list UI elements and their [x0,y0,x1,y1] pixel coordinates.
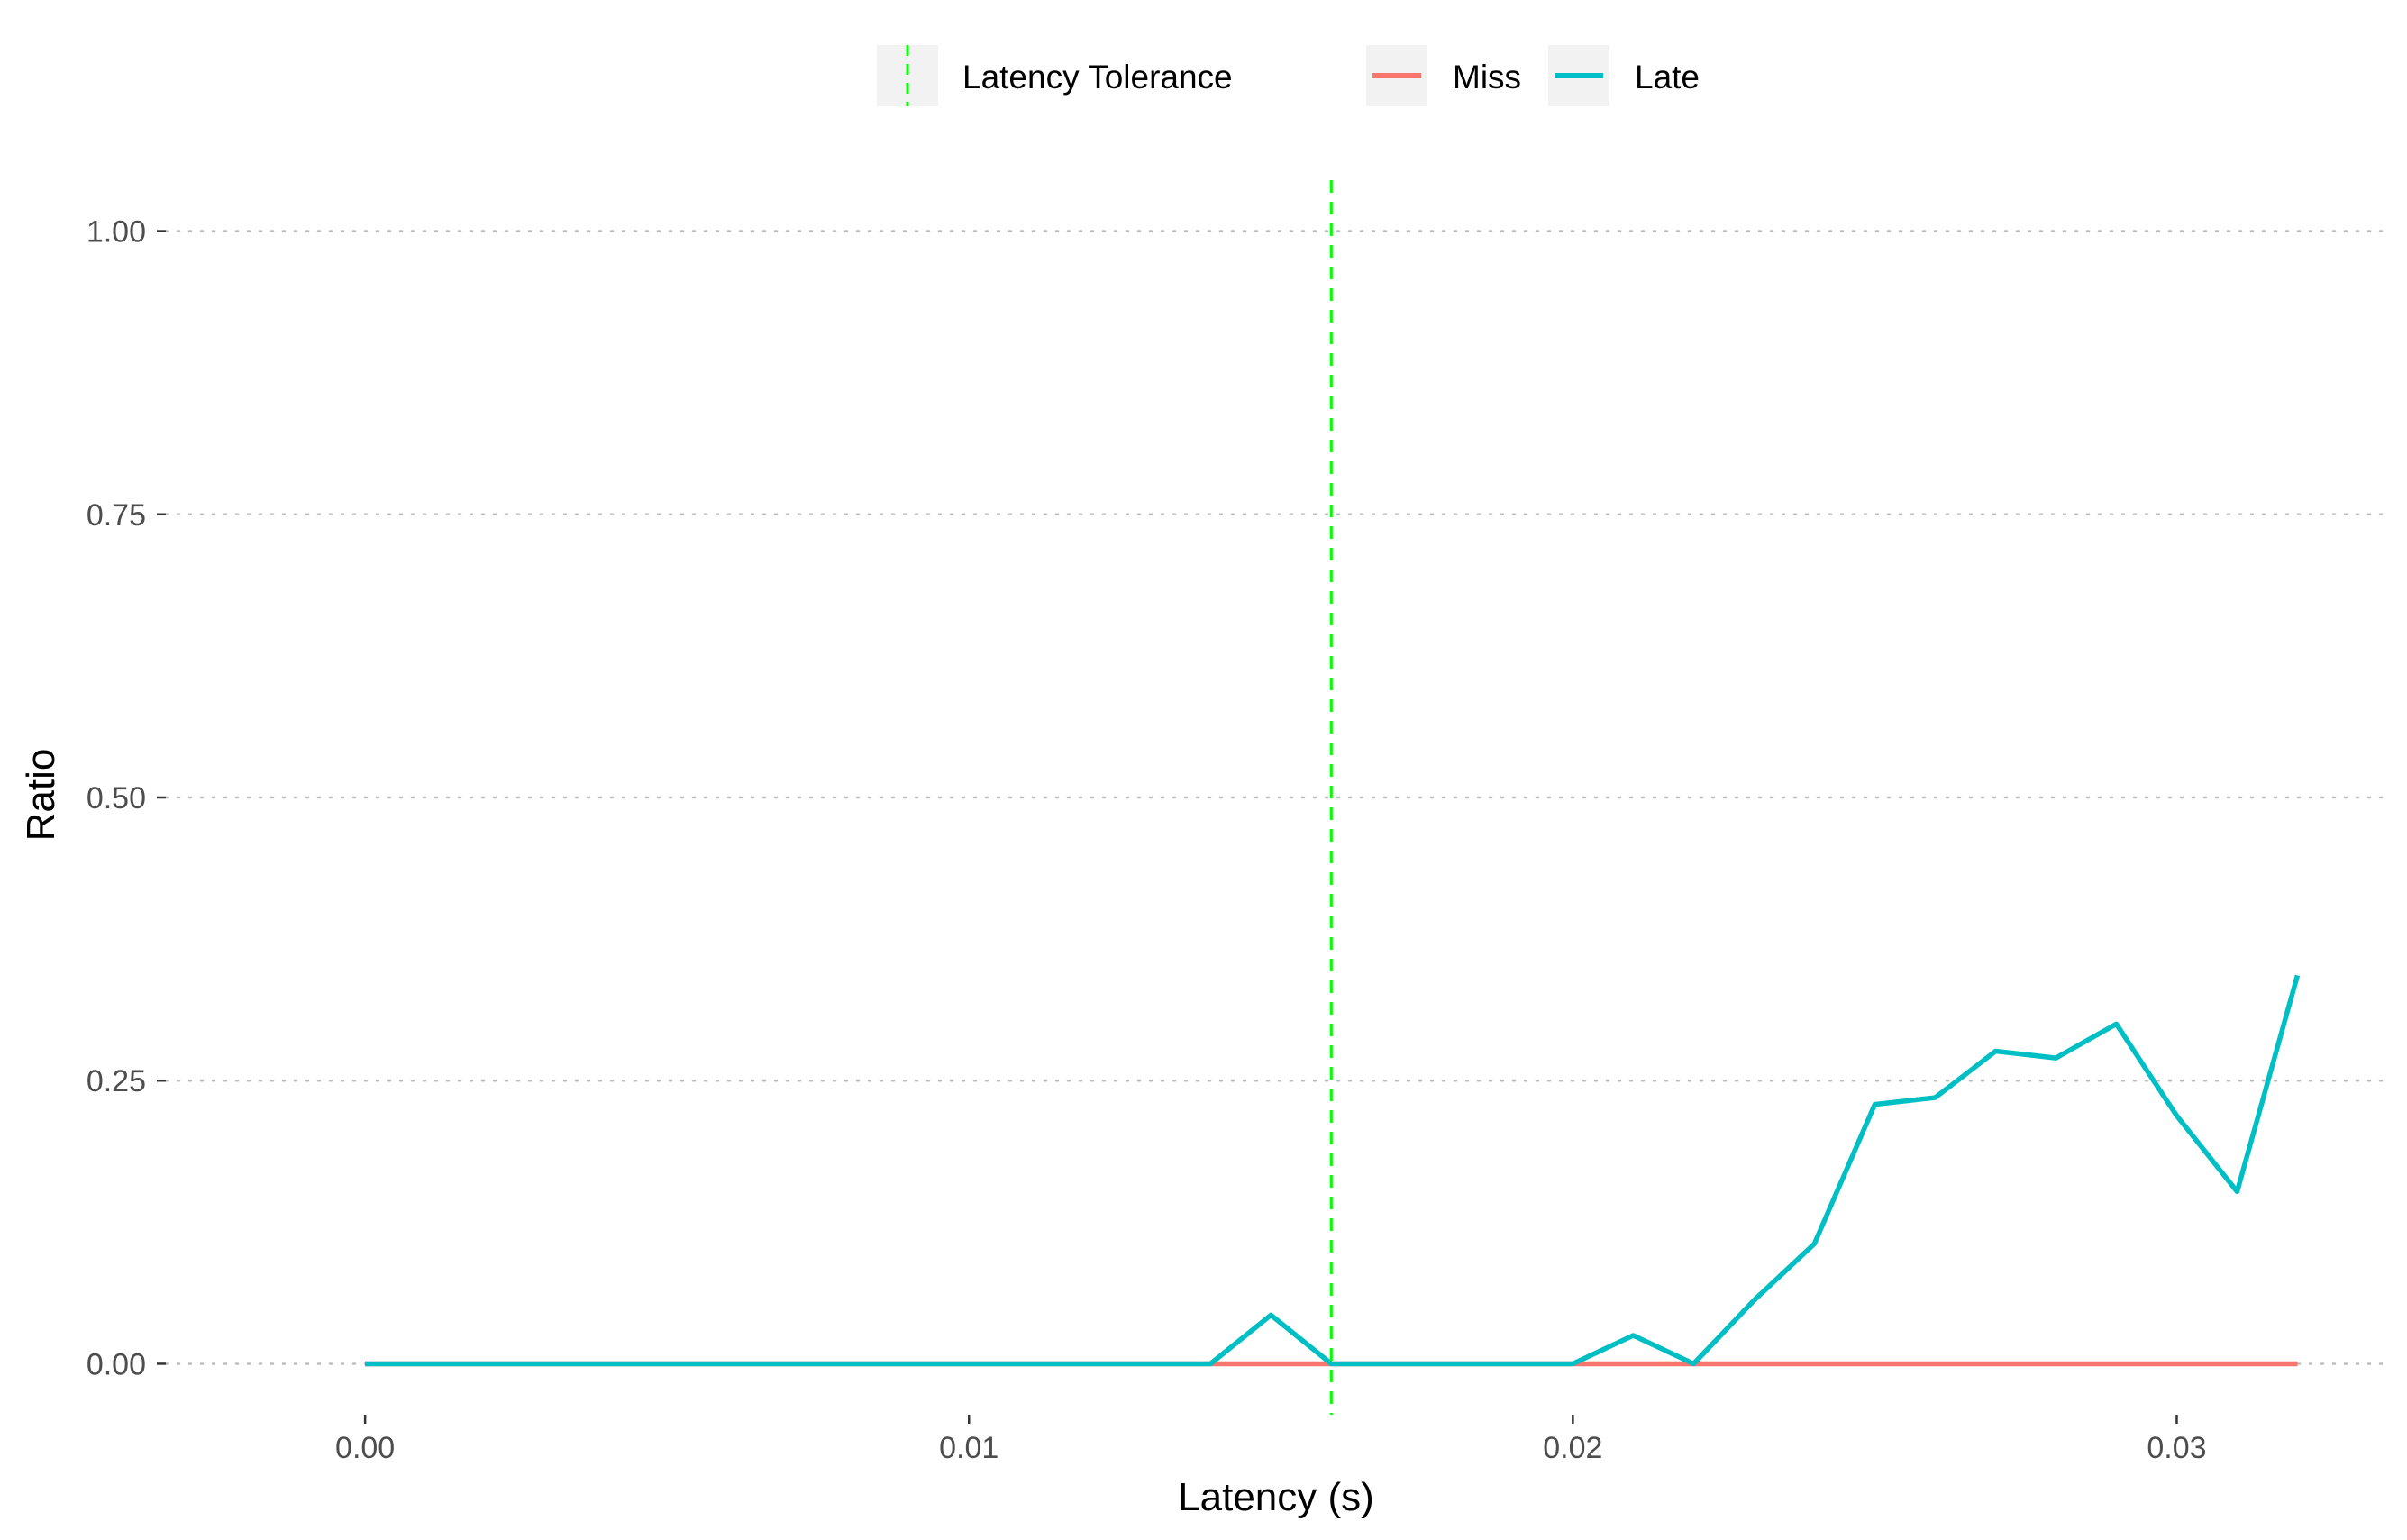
y-tick-label: 0.50 [87,781,146,816]
x-tick-label: 0.00 [335,1431,395,1465]
x-axis-title: Latency (s) [1178,1475,1374,1519]
legend-item-late: Late [1548,45,1700,106]
legend-label-latency-tolerance: Latency Tolerance [962,59,1233,96]
legend-label-late: Late [1635,59,1700,96]
x-tick-label: 0.01 [939,1431,998,1465]
legend: Latency Tolerance Miss Late [877,45,1700,106]
series-layer [365,974,2301,1367]
x-tick-label: 0.03 [2147,1431,2206,1465]
y-tick-label: 0.75 [87,498,146,533]
y-tick-label: 1.00 [87,215,146,250]
legend-item-miss: Miss [1366,45,1521,106]
y-axis-title: Ratio [19,749,63,842]
x-tick-label: 0.02 [1543,1431,1602,1465]
series-line-late [365,974,2301,1367]
legend-item-latency-tolerance: Latency Tolerance [877,45,1233,106]
y-axis: 0.00 0.25 0.50 0.75 1.00 [87,215,166,1381]
x-axis: 0.00 0.01 0.02 0.03 [335,1415,2207,1465]
legend-label-miss: Miss [1453,59,1521,96]
gridlines [164,230,2390,1365]
y-tick-label: 0.25 [87,1064,146,1098]
y-tick-label: 0.00 [87,1347,146,1381]
